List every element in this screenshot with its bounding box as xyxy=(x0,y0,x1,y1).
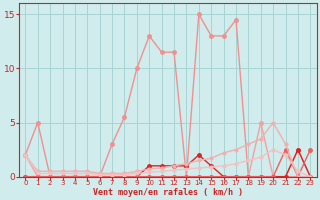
X-axis label: Vent moyen/en rafales ( km/h ): Vent moyen/en rafales ( km/h ) xyxy=(93,188,243,197)
